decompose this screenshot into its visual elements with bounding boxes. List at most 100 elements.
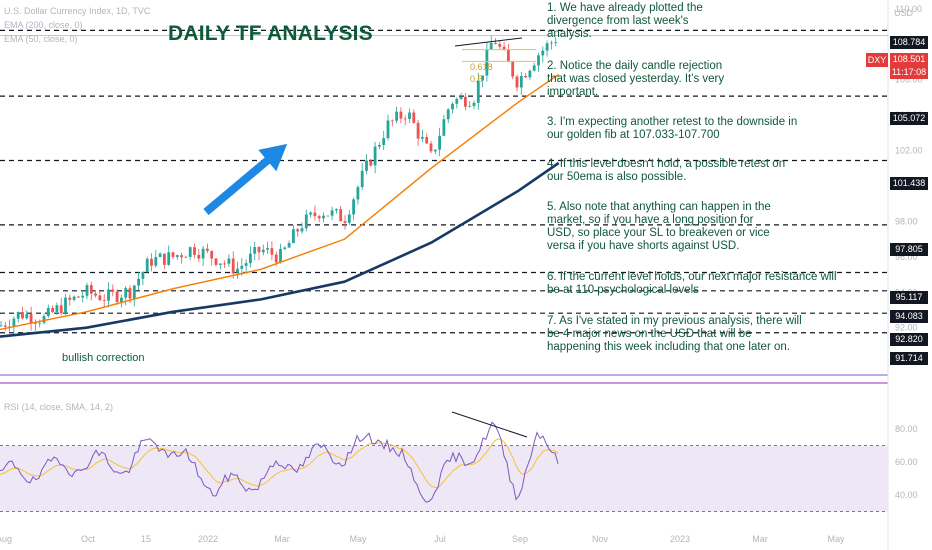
candle: [0, 321, 3, 327]
level-tag-94-083: 94.083: [890, 310, 928, 323]
time-tick-6: Jul: [434, 534, 446, 544]
candle-body: [261, 249, 265, 253]
candle-body: [223, 263, 226, 265]
candle-body: [171, 252, 175, 257]
candle-body: [12, 318, 16, 327]
candle: [472, 100, 476, 110]
candle-body: [442, 119, 446, 136]
candle-body: [150, 258, 153, 266]
candle: [511, 60, 515, 80]
candle: [528, 69, 532, 80]
candle-body: [519, 75, 523, 88]
candle: [390, 119, 394, 127]
candle: [550, 40, 553, 50]
candle-body: [145, 258, 149, 273]
candle: [524, 73, 527, 78]
candle-body: [115, 291, 119, 303]
candle: [322, 212, 325, 223]
candle: [89, 281, 93, 301]
ema200-legend: EMA (200, close, 0): [4, 20, 83, 30]
candle: [386, 114, 390, 141]
candle: [124, 286, 128, 306]
rsi-divergence-line: [451, 411, 528, 438]
candle: [347, 210, 351, 226]
time-tick-3: 2022: [198, 534, 218, 544]
rsi-tick-2: 40.00: [895, 490, 918, 500]
candle: [111, 284, 115, 297]
candle-body: [184, 256, 188, 258]
candle: [360, 163, 364, 191]
candle-body: [89, 285, 93, 294]
candle-body: [249, 253, 252, 264]
time-tick-8: Nov: [592, 534, 609, 544]
candle-body: [468, 105, 472, 107]
candle: [266, 241, 269, 254]
candle-body: [537, 55, 540, 66]
rsi-line: [0, 421, 559, 503]
candle: [455, 97, 459, 109]
symbol-legend: U.S. Dollar Currency Index, 1D, TVC: [4, 6, 151, 16]
candle: [438, 127, 441, 157]
candle: [163, 253, 166, 270]
candle-body: [292, 229, 295, 244]
candle-body: [167, 252, 171, 265]
candle-body: [25, 314, 29, 319]
candle-body: [128, 288, 132, 299]
candle: [107, 282, 110, 308]
candle: [330, 206, 334, 221]
trend-arrow-shaft: [203, 156, 272, 216]
candle: [408, 108, 411, 124]
candle: [85, 282, 89, 300]
candle-body: [296, 229, 300, 232]
rsi-tick-1: 60.00: [895, 457, 918, 467]
candle-body: [68, 297, 72, 300]
price-tick-7: 96.00: [895, 252, 918, 262]
candle-body: [433, 149, 437, 152]
candle-body: [545, 43, 549, 51]
candle-body: [253, 246, 257, 254]
candle: [132, 284, 136, 307]
candle-body: [180, 255, 183, 258]
candle-body: [507, 49, 510, 62]
candle: [197, 248, 201, 263]
level-tag-92-820: 92.820: [890, 333, 928, 346]
candle-body: [98, 295, 102, 301]
candle: [343, 215, 347, 230]
candle-body: [326, 215, 330, 217]
candle-body: [111, 289, 115, 292]
candle-body: [154, 256, 158, 266]
candle: [236, 261, 239, 279]
candle-body: [120, 297, 123, 303]
current-price-tag: 108.501: [890, 53, 928, 66]
level-tag-105-072: 105.072: [890, 112, 928, 125]
candle: [339, 205, 343, 222]
candle-body: [343, 221, 347, 223]
time-tick-7: Sep: [512, 534, 528, 544]
candle-body: [339, 209, 343, 222]
candle-body: [137, 278, 140, 286]
candle-body: [257, 246, 261, 253]
candle: [72, 295, 76, 302]
candle: [532, 62, 536, 72]
candle-body: [77, 296, 80, 298]
candle: [193, 243, 196, 259]
candle-body: [206, 248, 209, 251]
candle-body: [335, 209, 338, 211]
candle-body: [498, 43, 502, 47]
time-tick-9: 2023: [670, 534, 690, 544]
candle: [231, 251, 235, 279]
candle: [68, 294, 72, 306]
candle-body: [511, 61, 515, 77]
candle-body: [421, 137, 424, 139]
analysis-title: DAILY TF ANALYSIS: [168, 22, 373, 45]
candle-body: [515, 76, 519, 88]
candle: [64, 293, 67, 316]
candle: [137, 271, 140, 291]
candle-body: [158, 253, 162, 257]
candle-body: [102, 300, 106, 301]
price-tick-2: 106.00: [895, 75, 923, 85]
candle-body: [270, 248, 274, 255]
candle-body: [197, 254, 201, 259]
